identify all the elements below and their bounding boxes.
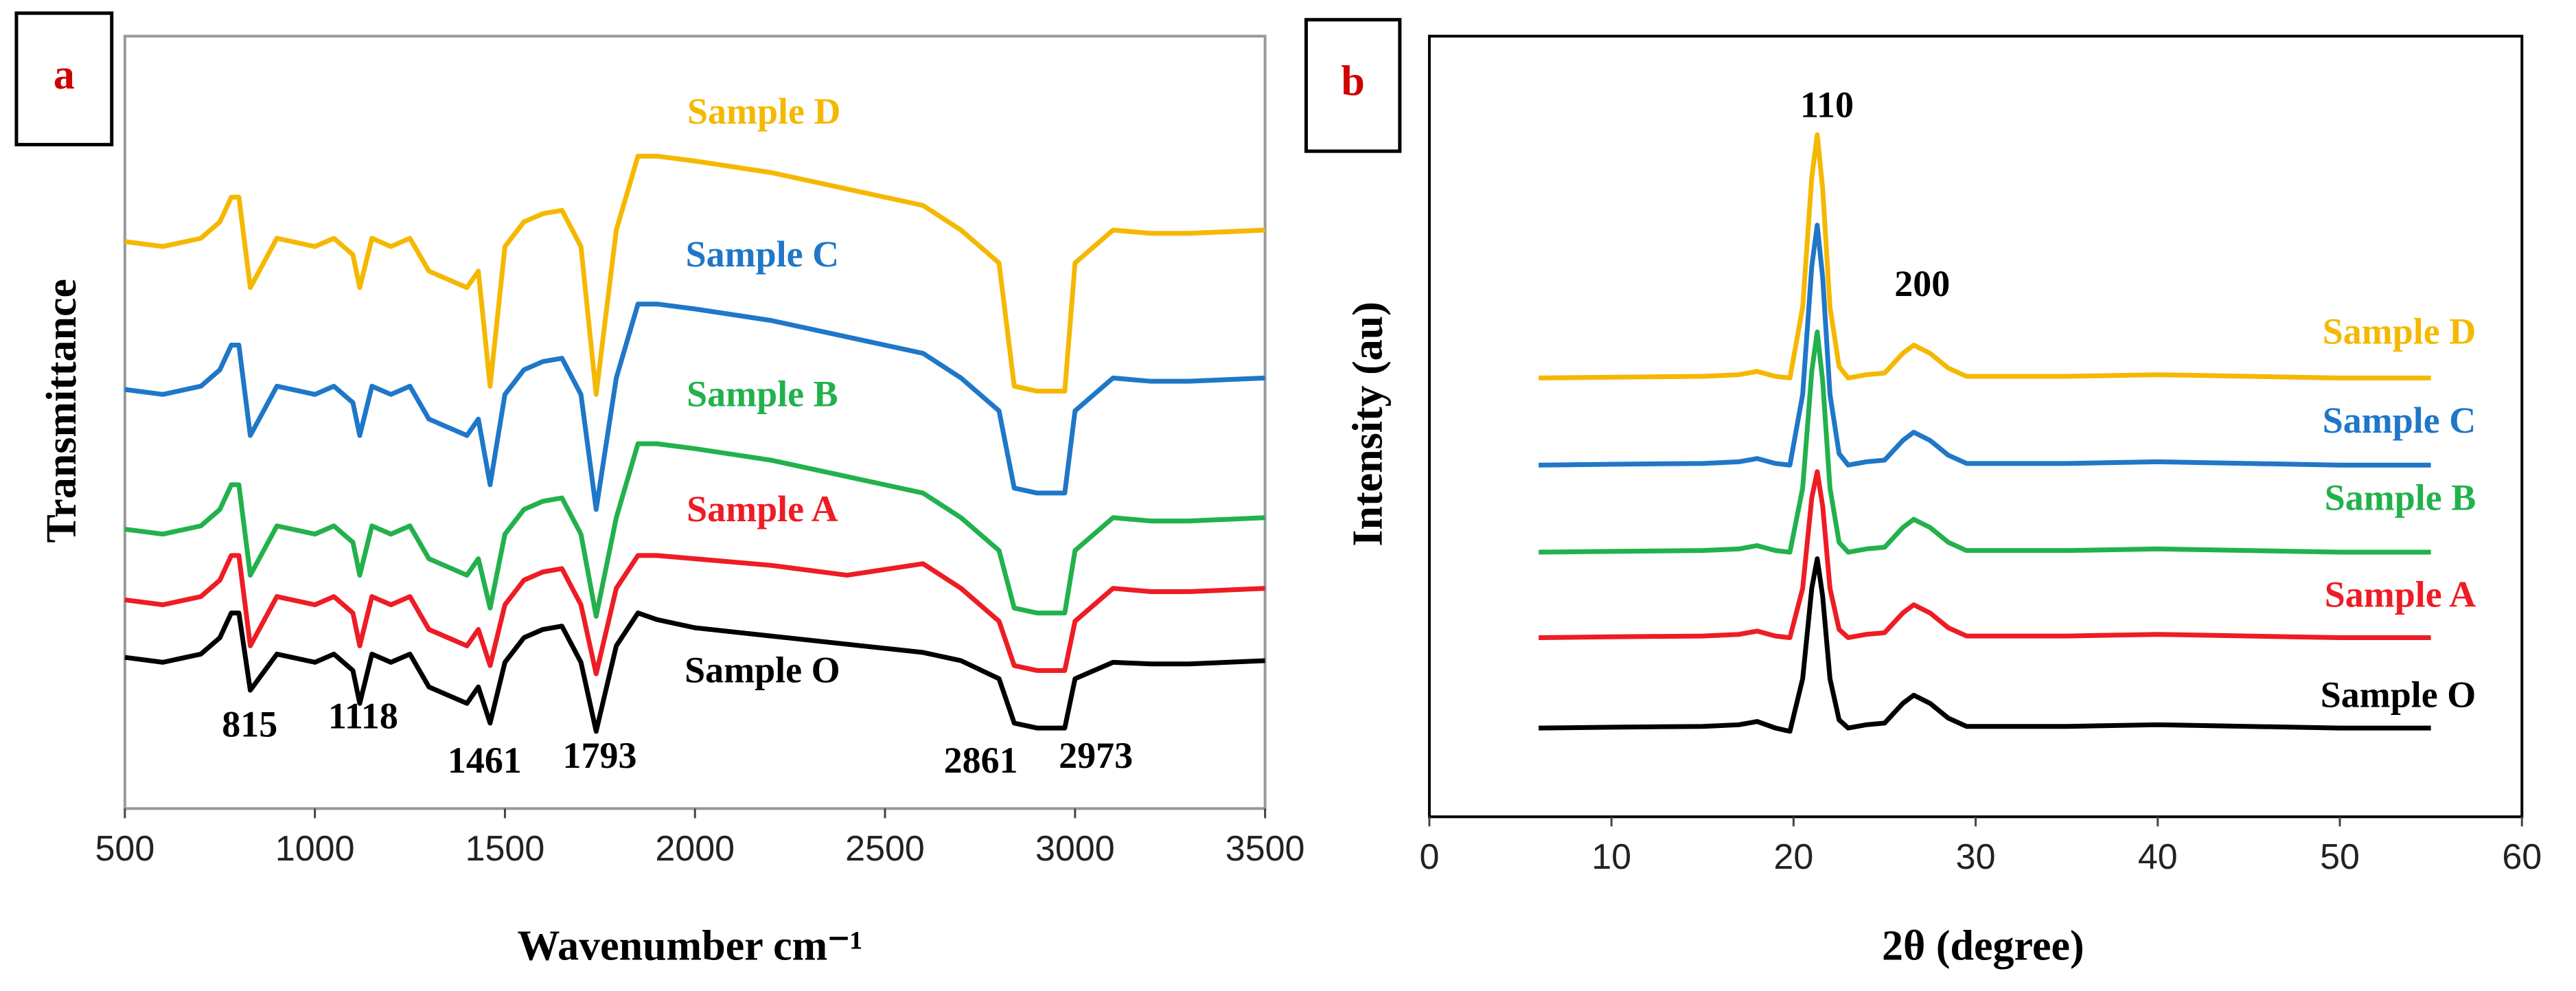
series-label: Sample C (686, 233, 840, 275)
series-line (124, 301, 1265, 512)
series-line (124, 611, 1265, 734)
panel-label-box (14, 11, 114, 147)
x-tick-label: 30 (1956, 837, 1996, 877)
x-tick-label: 10 (1591, 837, 1631, 877)
series-label: Sample B (2325, 477, 2476, 518)
peak-label: 1118 (328, 696, 398, 737)
series-line (1539, 329, 2431, 555)
x-tick-label: 0 (1419, 837, 1439, 877)
x-tick-label: 20 (1773, 837, 1813, 877)
x-tick-label: 60 (2502, 837, 2542, 877)
x-tick-label: 1000 (275, 829, 355, 869)
peak-label: 200 (1894, 263, 1950, 304)
x-axis-title: 2θ (degree) (1882, 922, 2084, 969)
x-tick-label: 1500 (465, 829, 545, 869)
x-axis-title: Wavenumber cm⁻¹ (518, 922, 863, 969)
x-tick-label: 50 (2320, 837, 2360, 877)
panel-label-box (1304, 18, 1402, 153)
y-axis-title: Transmittance (38, 279, 85, 543)
peak-label: 1793 (562, 735, 636, 776)
series-line (1539, 223, 2431, 468)
series-label: Sample A (687, 488, 838, 529)
x-tick-label: 3000 (1035, 829, 1115, 869)
peak-label: 815 (222, 703, 277, 744)
x-tick-label: 2000 (655, 829, 735, 869)
series-label: Sample D (2323, 311, 2476, 352)
x-tick-label: 2500 (845, 829, 925, 869)
series-label: Sample O (2321, 674, 2476, 715)
series-line (1539, 469, 2431, 640)
x-tick-label: 500 (95, 829, 154, 869)
y-axis-title: Intensity (au) (1344, 301, 1391, 547)
series-line (1539, 556, 2431, 734)
series-line (124, 441, 1265, 619)
peak-label: 110 (1800, 84, 1854, 125)
series-line (124, 153, 1265, 397)
series-label: Sample D (687, 91, 841, 132)
panel-label: a (54, 52, 75, 98)
peak-label: 1461 (448, 740, 522, 781)
peak-label: 2861 (944, 740, 1018, 781)
x-tick-label: 3500 (1226, 829, 1305, 869)
x-tick-label: 40 (2138, 837, 2178, 877)
peak-label: 2973 (1059, 735, 1133, 776)
series-label: Sample O (685, 650, 840, 691)
series-label: Sample A (2325, 573, 2476, 615)
panel-label: b (1341, 58, 1364, 105)
series-label: Sample C (2323, 400, 2476, 441)
plot-frame (123, 34, 1267, 810)
series-line (124, 553, 1265, 676)
series-line (1539, 132, 2431, 380)
series-label: Sample B (687, 373, 838, 414)
